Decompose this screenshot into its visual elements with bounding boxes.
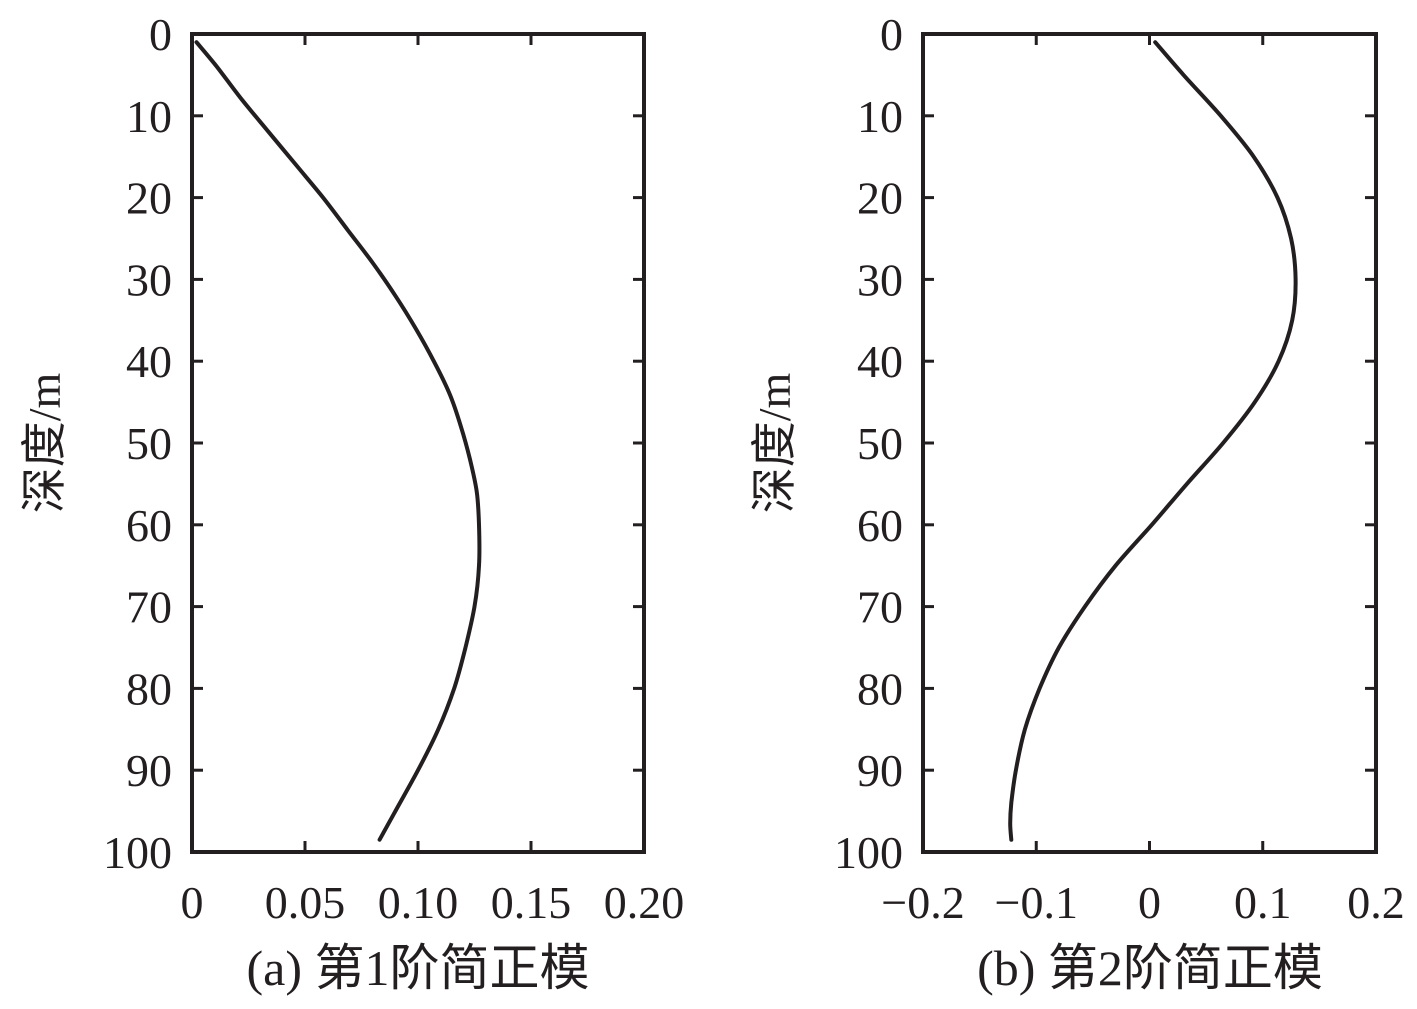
y-tick-label: 20: [857, 173, 903, 224]
y-tick-label: 60: [126, 500, 172, 551]
panel-b-second-mode: 0 10 20 30 40 50 60 70 80 90 100−0.2 −0.1 0 0.1 0.2 深度/…: [749, 9, 1405, 996]
x-tick-label: 0.20: [604, 877, 685, 928]
y-axis-label: 深度/m: [749, 373, 800, 514]
y-axis-label: 深度/m: [19, 373, 70, 514]
y-tick-label: 80: [857, 663, 903, 714]
y-tick-label: 40: [126, 336, 172, 387]
mode-curve-line: [194, 40, 482, 842]
x-tick-label: 0.10: [378, 877, 459, 928]
y-tick-label: 80: [126, 663, 172, 714]
y-tick-label: 50: [857, 418, 903, 469]
x-tick-label: 0.2: [1347, 877, 1405, 928]
y-tick-label: 10: [857, 91, 903, 142]
x-tick-label: −0.2: [881, 877, 964, 928]
y-tick-label: 100: [834, 827, 903, 878]
x-tick-label: 0: [181, 877, 204, 928]
y-tick-label: 50: [126, 418, 172, 469]
mode-curve-line: [1008, 40, 1298, 842]
y-tick-label: 10: [126, 91, 172, 142]
plot-frame: [190, 32, 646, 854]
y-tick-label: 30: [126, 254, 172, 305]
y-tick-label: 100: [103, 827, 172, 878]
panel-caption: (b) 第2阶简正模: [977, 940, 1323, 996]
x-tick-label: 0.15: [491, 877, 572, 928]
y-tick-label: 20: [126, 173, 172, 224]
y-tick-label: 40: [857, 336, 903, 387]
y-tick-label: 60: [857, 500, 903, 551]
y-tick-label: 70: [126, 582, 172, 633]
x-tick-label: 0.1: [1234, 877, 1292, 928]
plot-frame: [921, 32, 1378, 854]
x-tick-label: −0.1: [995, 877, 1078, 928]
x-tick-label: 0: [1138, 877, 1161, 928]
panel-caption: (a) 第1阶简正模: [247, 940, 590, 996]
y-tick-label: 0: [880, 9, 903, 60]
x-tick-label: 0.05: [265, 877, 346, 928]
y-tick-label: 90: [857, 745, 903, 796]
y-tick-label: 90: [126, 745, 172, 796]
y-tick-label: 70: [857, 582, 903, 633]
y-tick-label: 30: [857, 254, 903, 305]
y-tick-label: 0: [149, 9, 172, 60]
